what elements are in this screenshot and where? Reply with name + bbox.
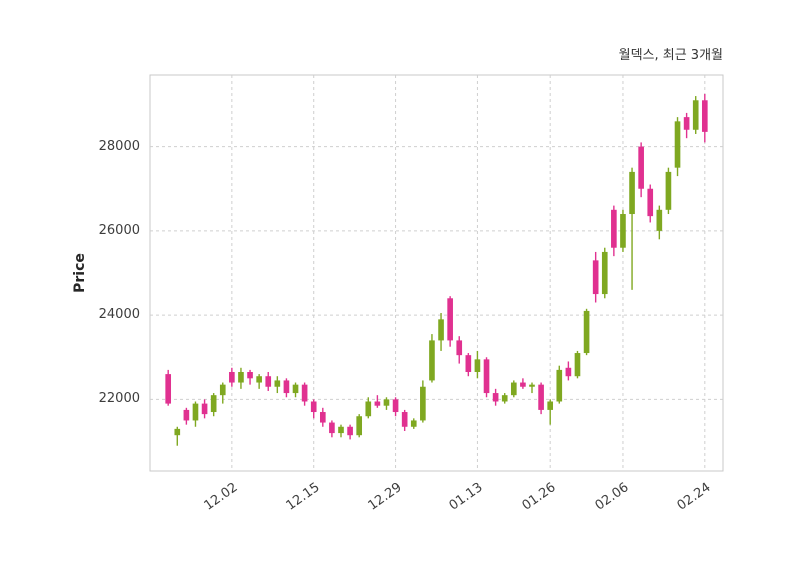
candle-body [229, 372, 235, 383]
candle-body [274, 380, 281, 387]
candle-body [401, 412, 408, 427]
candle-body [429, 340, 435, 381]
candle-body [538, 384, 544, 410]
candle-body [674, 121, 681, 168]
candle-body [474, 359, 481, 372]
candle-body [283, 380, 290, 394]
candle-body [183, 409, 190, 421]
candle-body [392, 399, 399, 413]
candle-body [510, 382, 517, 396]
candle-body [701, 100, 708, 132]
candle-body [165, 374, 172, 404]
candle-body [583, 310, 590, 354]
candle-body [656, 209, 663, 231]
candle-body [310, 401, 317, 413]
candle-body [529, 384, 535, 387]
candle-body [465, 355, 472, 372]
candle-body [492, 393, 499, 402]
candle-body [438, 319, 444, 341]
candle-body [601, 251, 608, 295]
candle-body [629, 171, 635, 215]
candle-body [356, 416, 363, 436]
candle-body [574, 353, 581, 377]
candle-body [238, 372, 244, 383]
candle-body [374, 401, 381, 406]
candle-body [210, 395, 217, 413]
y-tick-label: 24000 [98, 307, 140, 323]
plot-border [149, 74, 724, 472]
candle-body [192, 403, 199, 421]
candle-body [247, 372, 253, 379]
candle-body [256, 376, 262, 383]
candle-body [383, 399, 390, 406]
candle-body [483, 359, 490, 394]
candle-body [556, 369, 563, 402]
candle-body [447, 298, 453, 341]
candle-body [265, 376, 272, 387]
candle-body [329, 422, 335, 434]
y-tick-label: 28000 [98, 138, 140, 154]
candle-body [338, 426, 344, 434]
candle-body [319, 412, 326, 423]
candle-body [174, 428, 181, 436]
candle-body [456, 340, 463, 356]
candle-body [638, 146, 644, 189]
candle-body [410, 420, 417, 427]
candle-body [565, 367, 572, 377]
chart-title: 월덱스, 최근 3개월 [618, 48, 723, 63]
candle-body [301, 384, 308, 402]
candle-body [365, 401, 372, 417]
candle-body [420, 386, 426, 421]
candle-body [501, 395, 508, 402]
candle-body [347, 426, 353, 436]
candle-body [201, 403, 208, 415]
y-tick-label: 26000 [98, 222, 140, 238]
candle-body [592, 260, 599, 295]
candle-body [520, 382, 526, 387]
candle-body [620, 214, 626, 248]
candle-body [292, 384, 299, 394]
candle-body [547, 401, 554, 410]
y-tick-label: 22000 [98, 391, 140, 407]
candle-body [692, 100, 699, 130]
candle-body [647, 188, 654, 217]
candle-body [665, 171, 672, 210]
candle-body [611, 209, 617, 248]
candle-body [683, 117, 690, 130]
candle-body [219, 384, 226, 396]
